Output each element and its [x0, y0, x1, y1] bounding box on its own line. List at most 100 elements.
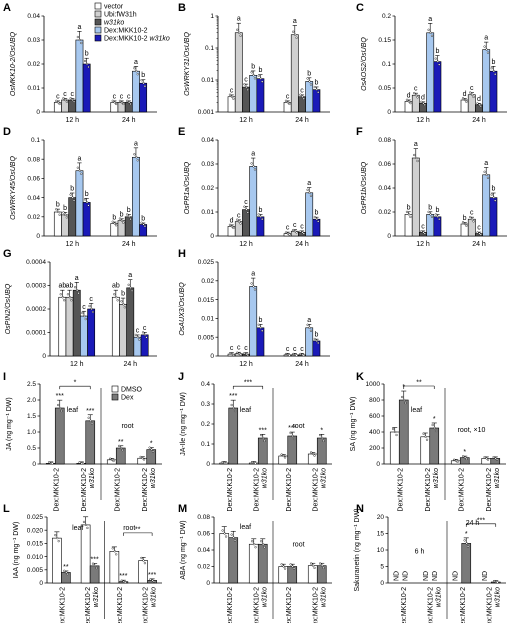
- bar-0: [389, 431, 400, 465]
- significance-letter: c: [237, 212, 241, 219]
- data-point: [150, 448, 153, 451]
- data-point: [236, 351, 239, 354]
- y-tick-label: 0: [32, 461, 36, 468]
- data-point: [436, 60, 439, 63]
- significance-letter: c: [286, 346, 290, 353]
- data-point: [415, 94, 418, 97]
- significance-letter: a: [484, 35, 488, 42]
- data-point: [461, 221, 465, 224]
- data-point: [122, 303, 125, 306]
- data-point: [60, 409, 63, 413]
- data-point: [315, 218, 318, 221]
- y-axis-title: OsPIN2/OsUBQ: [5, 283, 12, 334]
- legend-swatch: [94, 26, 102, 34]
- bar-0: [80, 524, 91, 584]
- panel-label: F: [356, 126, 363, 138]
- y-tick-label: 0.06: [27, 176, 40, 183]
- data-point: [493, 580, 496, 583]
- y-tick-label: 0.08: [27, 156, 40, 163]
- panel-label: I: [3, 371, 6, 383]
- x-category-label: 12 h: [239, 241, 253, 248]
- y-tick-label: 2.0: [27, 397, 36, 404]
- data-point: [465, 542, 468, 545]
- panel-label: H: [178, 248, 186, 260]
- panel-label: N: [356, 503, 364, 515]
- data-point: [129, 102, 132, 106]
- data-point: [422, 102, 425, 105]
- y-tick-label: 0.03: [201, 161, 214, 168]
- y-tick-label: 0.01: [201, 316, 214, 323]
- data-point: [252, 285, 255, 288]
- panel-j: 0 0.1 0.2 0.3 0.4 JA-Ile (ng mg⁻¹ DW) J *** Dex:…: [178, 371, 332, 512]
- significance-letter: c: [300, 87, 304, 94]
- y-tick-label: 0.0004: [26, 259, 46, 266]
- y-tick-label: 0.03: [27, 37, 40, 44]
- data-point: [136, 159, 139, 162]
- data-point: [310, 562, 313, 565]
- y-tick-label: 0.025: [27, 514, 44, 521]
- x-category-label: 24 h: [123, 361, 137, 368]
- bar-1: [65, 296, 74, 357]
- data-point: [294, 33, 297, 36]
- data-point: [232, 536, 235, 539]
- data-point: [252, 74, 255, 77]
- category-line-1: Dex:MKK10-2: [253, 468, 260, 512]
- data-point: [224, 535, 228, 538]
- y-tick-label: 0.06: [378, 161, 391, 168]
- y-axis-title: JA-Ile (ng mg⁻¹ DW): [180, 392, 187, 456]
- data-point: [416, 159, 419, 163]
- data-point: [282, 565, 285, 568]
- category-line-2: w31ko: [433, 468, 440, 488]
- data-point: [70, 299, 73, 302]
- data-point: [109, 457, 112, 460]
- data-point: [238, 220, 241, 223]
- data-point: [128, 101, 131, 104]
- data-point: [306, 77, 309, 80]
- data-point: [288, 233, 291, 236]
- data-point: [405, 98, 409, 101]
- data-point: [257, 213, 260, 216]
- data-point: [313, 337, 316, 341]
- data-point: [422, 231, 425, 234]
- significance-letter: c: [470, 210, 474, 217]
- significance-mark: ***: [86, 408, 94, 415]
- data-point: [476, 102, 479, 105]
- significance-letter: c: [71, 91, 75, 98]
- data-point: [415, 156, 418, 160]
- significance-letter: d: [407, 92, 411, 99]
- significance-letter: c: [56, 93, 60, 100]
- x-category-label: Dex:MKK10-2w31ko: [81, 468, 96, 512]
- x-category-label: Dex:MKK10-2: [460, 587, 467, 623]
- data-point: [485, 457, 488, 460]
- significance-letter: c: [244, 345, 248, 352]
- data-point: [250, 282, 253, 285]
- data-point: [89, 419, 92, 422]
- significance-letter: ab: [58, 283, 66, 290]
- data-point: [394, 430, 397, 434]
- data-point: [494, 73, 497, 76]
- data-point: [243, 83, 246, 86]
- data-point: [128, 215, 131, 218]
- data-point: [246, 88, 249, 91]
- x-category-label: Dex:MKK10-2w31ko: [486, 587, 501, 623]
- significance-letter: b: [63, 205, 67, 212]
- data-point: [243, 205, 246, 208]
- data-point: [230, 225, 234, 228]
- data-point: [236, 28, 239, 31]
- x-category-label: Dex:MKK10-2w31ko: [143, 587, 158, 623]
- bar-1: [61, 572, 71, 584]
- data-point: [436, 215, 439, 218]
- bar-1: [228, 537, 239, 584]
- data-point: [250, 162, 253, 165]
- y-tick-label: 0.025: [198, 259, 215, 266]
- data-point: [425, 438, 429, 441]
- data-point: [118, 444, 121, 448]
- data-point: [251, 540, 254, 543]
- data-point: [486, 458, 490, 461]
- data-point: [321, 436, 324, 440]
- bar-3: [132, 70, 140, 113]
- data-point: [309, 329, 313, 332]
- x-category-label: Dex:MKK10-2: [401, 587, 408, 623]
- data-point: [221, 461, 224, 464]
